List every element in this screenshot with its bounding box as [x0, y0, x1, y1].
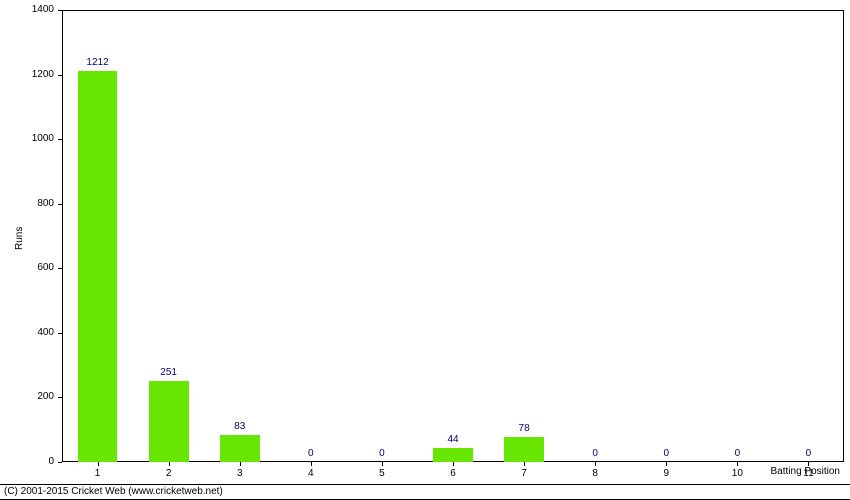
- x-tick-mark: [382, 462, 383, 466]
- x-tick-mark: [311, 462, 312, 466]
- bar: [433, 448, 473, 462]
- y-tick-mark: [58, 75, 62, 76]
- bar-value-label: 0: [308, 448, 314, 459]
- y-tick-mark: [58, 397, 62, 398]
- y-tick-label: 400: [37, 327, 54, 338]
- x-tick-mark: [240, 462, 241, 466]
- x-tick-label: 7: [509, 468, 539, 479]
- x-tick-mark: [98, 462, 99, 466]
- x-tick-label: 8: [580, 468, 610, 479]
- bar-value-label: 83: [234, 421, 245, 432]
- x-tick-label: 11: [793, 468, 823, 479]
- x-tick-mark: [808, 462, 809, 466]
- x-tick-mark: [169, 462, 170, 466]
- bar: [220, 435, 260, 462]
- bar: [78, 71, 118, 462]
- bar-value-label: 251: [160, 367, 177, 378]
- plot-area: [62, 10, 844, 462]
- bar-value-label: 0: [735, 448, 741, 459]
- y-tick-label: 1400: [32, 4, 54, 15]
- y-tick-label: 800: [37, 198, 54, 209]
- x-tick-mark: [595, 462, 596, 466]
- x-tick-mark: [666, 462, 667, 466]
- x-tick-label: 9: [651, 468, 681, 479]
- y-tick-mark: [58, 204, 62, 205]
- y-axis-label: Runs: [14, 227, 25, 250]
- bar: [149, 381, 189, 462]
- bar-value-label: 0: [592, 448, 598, 459]
- bar-value-label: 44: [447, 434, 458, 445]
- bar-value-label: 1212: [86, 57, 108, 68]
- x-tick-label: 6: [438, 468, 468, 479]
- x-tick-label: 4: [296, 468, 326, 479]
- y-tick-label: 0: [48, 456, 54, 467]
- x-tick-label: 5: [367, 468, 397, 479]
- y-tick-label: 1200: [32, 69, 54, 80]
- chart-container: Runs Batting Position (C) 2001-2015 Cric…: [0, 0, 850, 500]
- y-tick-label: 1000: [32, 133, 54, 144]
- y-tick-mark: [58, 333, 62, 334]
- x-tick-label: 1: [83, 468, 113, 479]
- chart-footer: (C) 2001-2015 Cricket Web (www.cricketwe…: [0, 484, 850, 500]
- bar-value-label: 78: [519, 423, 530, 434]
- y-tick-mark: [58, 462, 62, 463]
- y-tick-mark: [58, 268, 62, 269]
- y-tick-mark: [58, 139, 62, 140]
- x-tick-label: 10: [722, 468, 752, 479]
- bar-value-label: 0: [379, 448, 385, 459]
- bar: [504, 437, 544, 462]
- bar-value-label: 0: [663, 448, 669, 459]
- bar-value-label: 0: [806, 448, 812, 459]
- x-tick-mark: [524, 462, 525, 466]
- x-tick-label: 3: [225, 468, 255, 479]
- x-tick-label: 2: [154, 468, 184, 479]
- y-tick-mark: [58, 10, 62, 11]
- y-tick-label: 200: [37, 391, 54, 402]
- x-tick-mark: [453, 462, 454, 466]
- y-tick-label: 600: [37, 262, 54, 273]
- x-tick-mark: [737, 462, 738, 466]
